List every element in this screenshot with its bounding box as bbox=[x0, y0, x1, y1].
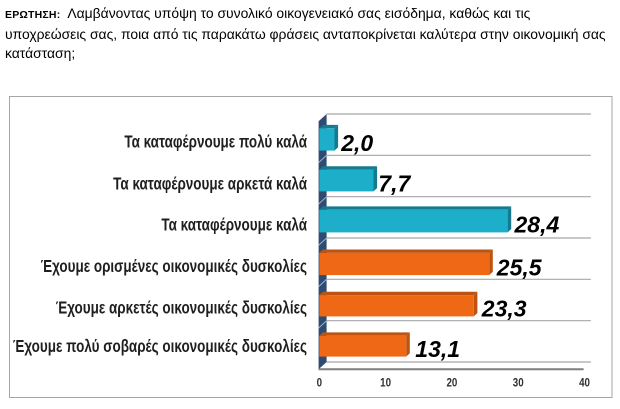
svg-text:13,1: 13,1 bbox=[415, 336, 460, 362]
svg-text:Τα καταφέρνουμε πολύ καλά: Τα καταφέρνουμε πολύ καλά bbox=[124, 133, 307, 152]
svg-text:40: 40 bbox=[579, 377, 590, 390]
svg-text:30: 30 bbox=[513, 377, 524, 390]
svg-text:Έχουμε πολύ σοβαρές οικονομικέ: Έχουμε πολύ σοβαρές οικονομικές δυσκολίε… bbox=[13, 337, 307, 356]
svg-text:28,4: 28,4 bbox=[514, 212, 560, 238]
svg-text:23,3: 23,3 bbox=[481, 296, 527, 322]
svg-text:2,0: 2,0 bbox=[340, 130, 373, 156]
svg-text:7,7: 7,7 bbox=[378, 171, 411, 197]
svg-text:10: 10 bbox=[380, 377, 391, 390]
svg-text:25,5: 25,5 bbox=[496, 254, 543, 280]
svg-text:Έχουμε αρκετές οικονομικές δυσ: Έχουμε αρκετές οικονομικές δυσκολίες bbox=[56, 299, 307, 318]
svg-text:Έχουμε ορισμένες οικονομικές δ: Έχουμε ορισμένες οικονομικές δυσκολίες bbox=[41, 257, 307, 276]
svg-text:0: 0 bbox=[317, 377, 322, 390]
svg-text:20: 20 bbox=[446, 377, 457, 390]
svg-text:Τα καταφέρνουμε καλά: Τα καταφέρνουμε καλά bbox=[161, 216, 307, 235]
svg-text:Τα καταφέρνουμε αρκετά καλά: Τα καταφέρνουμε αρκετά καλά bbox=[113, 175, 307, 194]
